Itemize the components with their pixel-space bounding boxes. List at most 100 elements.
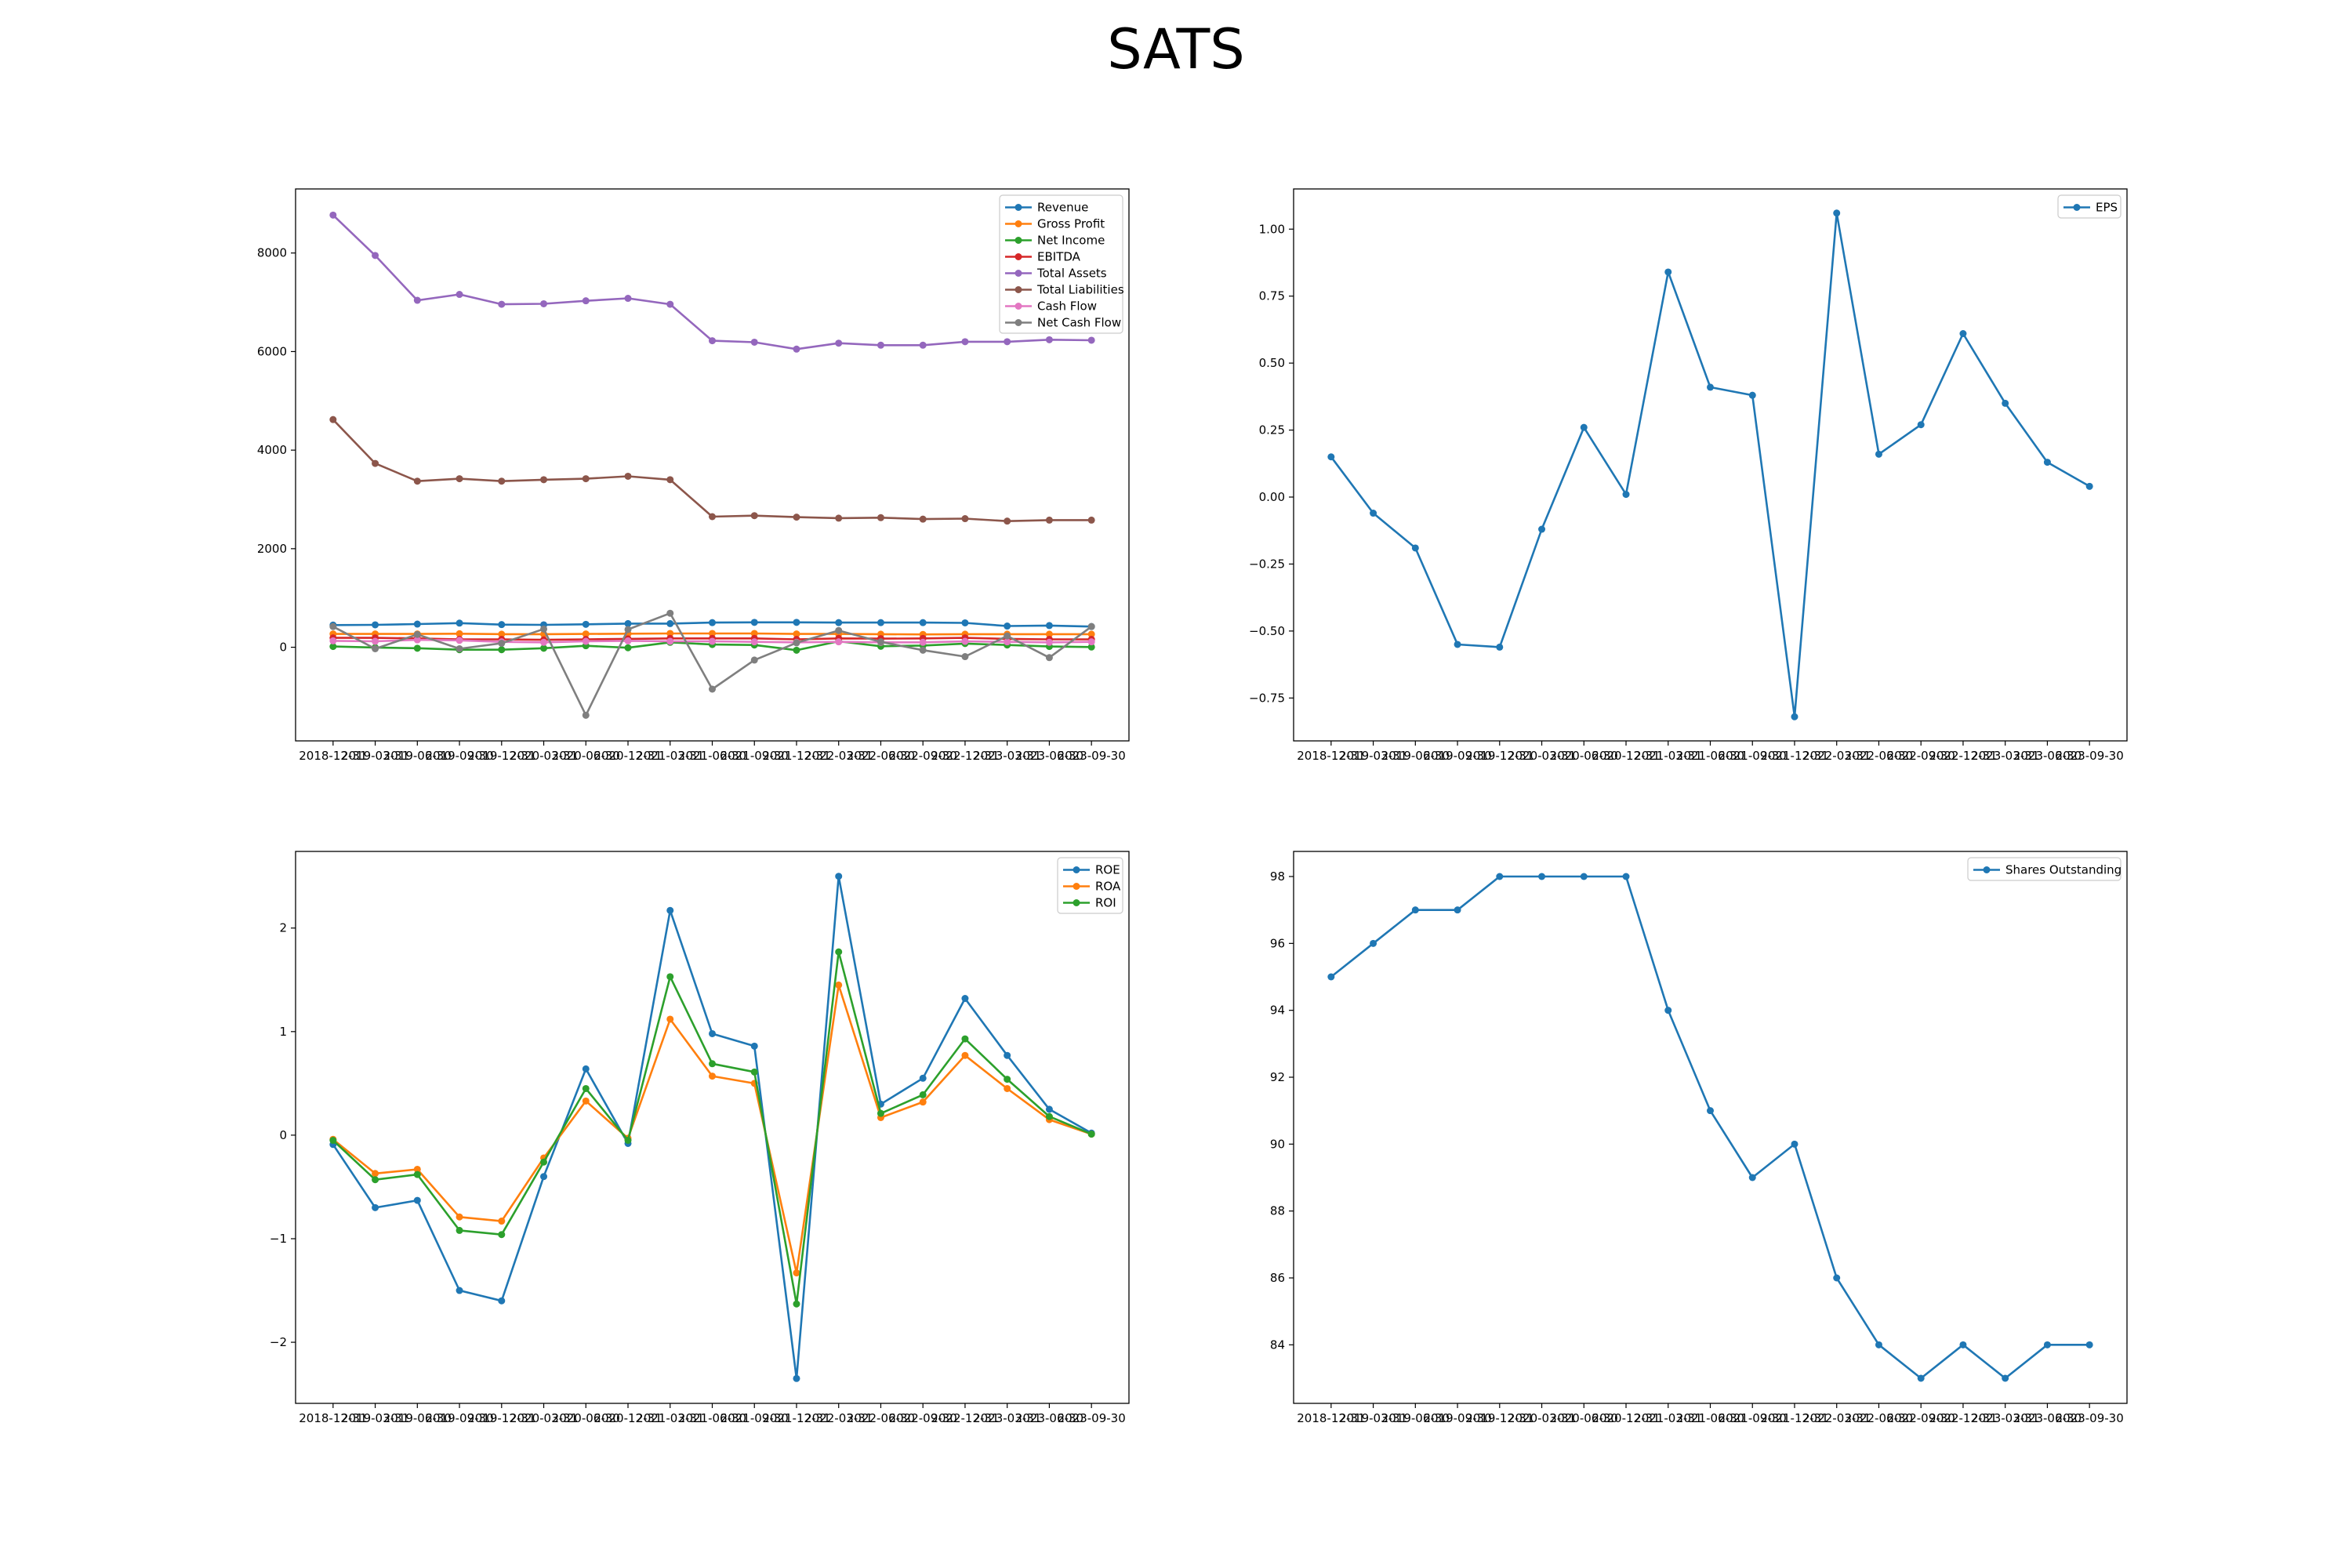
data-point <box>413 1171 421 1178</box>
data-point <box>750 1068 758 1076</box>
data-point <box>1538 873 1546 880</box>
x-tick-label: 2019-03-31 <box>1339 749 1407 763</box>
data-point <box>961 619 969 626</box>
y-tick-label: 98 <box>1270 869 1285 884</box>
y-tick-label: 96 <box>1270 936 1285 950</box>
data-point <box>666 609 674 617</box>
data-point <box>1087 1131 1095 1138</box>
data-point <box>582 475 590 483</box>
data-point <box>835 514 843 522</box>
data-point <box>919 1091 927 1098</box>
x-tick-label: 2019-12-31 <box>467 749 535 763</box>
data-point <box>624 472 632 480</box>
data-point <box>1087 643 1095 651</box>
y-tick-label: 0 <box>279 641 287 655</box>
data-point <box>835 638 843 646</box>
data-point <box>2002 399 2009 407</box>
legend-label: Net Cash Flow <box>1037 316 1121 330</box>
x-tick-label: 2022-03-31 <box>1802 1411 1871 1425</box>
y-tick-label: −0.75 <box>1249 691 1285 705</box>
x-tick-label: 2020-03-31 <box>1508 1411 1576 1425</box>
data-point <box>1004 632 1011 640</box>
data-point <box>793 514 800 521</box>
data-point <box>413 1196 421 1204</box>
data-point <box>498 640 506 648</box>
data-point <box>413 620 421 628</box>
data-point <box>582 1084 590 1092</box>
data-point <box>329 622 337 630</box>
x-tick-label: 2021-09-30 <box>1719 749 1787 763</box>
x-tick-label: 2021-09-30 <box>720 749 789 763</box>
financials-chart: 020004000600080002018-12-312019-03-31201… <box>257 188 1130 763</box>
data-point <box>1045 1112 1053 1120</box>
x-tick-label: 2023-09-30 <box>2056 749 2124 763</box>
x-tick-label: 2020-06-30 <box>1550 1411 1618 1425</box>
data-point <box>1045 654 1053 662</box>
x-tick-label: 2023-09-30 <box>1058 1411 1126 1425</box>
data-point <box>709 637 716 645</box>
legend-marker <box>1014 303 1022 310</box>
data-point <box>456 291 463 299</box>
x-tick-label: 2019-12-31 <box>1465 1411 1534 1425</box>
data-point <box>1411 544 1419 552</box>
data-point <box>582 1065 590 1073</box>
data-point <box>877 619 884 626</box>
x-tick-label: 2020-06-30 <box>552 749 620 763</box>
data-point <box>1045 622 1053 630</box>
data-point <box>624 644 632 652</box>
legend-label: EBITDA <box>1037 250 1081 264</box>
data-point <box>835 626 843 634</box>
data-point <box>961 1051 969 1059</box>
data-point <box>666 637 674 645</box>
series-line <box>1330 212 2090 718</box>
data-point <box>540 638 548 646</box>
x-tick-label: 2021-03-31 <box>1634 749 1702 763</box>
data-point <box>1087 336 1095 344</box>
legend-marker <box>1014 253 1022 260</box>
data-point <box>372 1176 379 1184</box>
axes-frame <box>1293 851 2128 1404</box>
x-tick-label: 2019-06-30 <box>1381 749 1450 763</box>
y-tick-label: 1 <box>279 1025 287 1039</box>
data-point <box>372 637 379 645</box>
x-tick-label: 2022-12-31 <box>931 749 999 763</box>
x-tick-label: 2020-12-31 <box>1592 1411 1660 1425</box>
data-point <box>1454 641 1461 648</box>
data-point <box>961 338 969 346</box>
data-point <box>1580 873 1588 880</box>
x-tick-label: 2019-09-30 <box>1423 1411 1491 1425</box>
data-point <box>666 973 674 981</box>
x-tick-label: 2020-12-31 <box>593 749 662 763</box>
data-point <box>919 638 927 646</box>
legend-label: Total Liabilities <box>1036 283 1124 297</box>
y-tick-label: 94 <box>1270 1004 1285 1018</box>
x-tick-label: 2022-12-31 <box>1929 749 1997 763</box>
data-point <box>919 1098 927 1106</box>
data-point <box>498 477 506 485</box>
legend-label: EPS <box>2096 201 2118 215</box>
data-point <box>793 1269 800 1277</box>
data-point <box>1496 643 1504 651</box>
legend-label: ROI <box>1095 896 1116 910</box>
y-tick-label: 0.00 <box>1259 490 1285 504</box>
x-tick-label: 2022-09-30 <box>1887 1411 1955 1425</box>
data-point <box>793 345 800 353</box>
x-tick-label: 2019-09-30 <box>425 1411 493 1425</box>
x-tick-label: 2019-09-30 <box>425 749 493 763</box>
shares-chart: 84868890929496982018-12-312019-03-312019… <box>1270 851 2128 1425</box>
data-point <box>413 296 421 304</box>
data-point <box>919 515 927 523</box>
data-point <box>919 341 927 349</box>
x-tick-label: 2019-09-30 <box>1423 749 1491 763</box>
data-point <box>540 299 548 307</box>
data-point <box>750 630 758 637</box>
x-tick-label: 2019-12-31 <box>467 1411 535 1425</box>
data-point <box>1917 1374 1925 1382</box>
data-point <box>1045 638 1053 646</box>
data-point <box>835 981 843 989</box>
data-point <box>709 630 716 637</box>
data-point <box>1004 1076 1011 1083</box>
y-tick-label: 1.00 <box>1259 222 1285 236</box>
data-point <box>329 637 337 644</box>
data-point <box>1875 450 1882 458</box>
